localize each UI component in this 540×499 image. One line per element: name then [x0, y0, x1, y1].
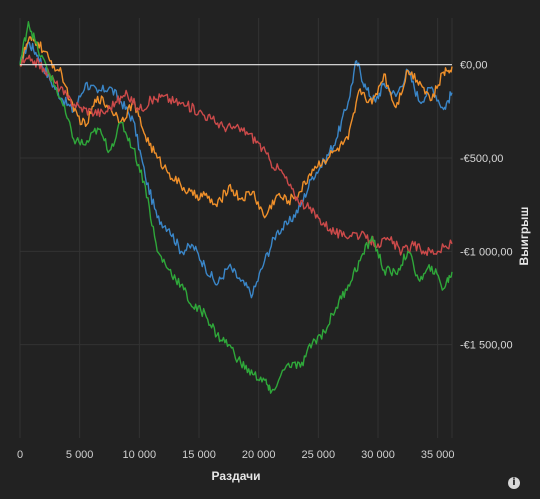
- x-tick-label: 35 000: [421, 449, 455, 461]
- series-group: [19, 21, 453, 394]
- series-line: [19, 41, 453, 299]
- series-line: [19, 21, 453, 394]
- tick-labels: 0 5 000 10 000 15 000 20 000 25 000 30 000 35 0…: [17, 60, 513, 461]
- x-tick-label: 25 000: [302, 449, 336, 461]
- x-tick-label: 20 000: [242, 449, 276, 461]
- y-axis-title: Выигрыш: [517, 207, 531, 266]
- x-tick-label: 30 000: [361, 449, 395, 461]
- y-tick-label: -€500,00: [460, 153, 503, 165]
- x-tick-label: 15 000: [182, 449, 216, 461]
- grid: [19, 18, 453, 438]
- y-tick-label: €0,00: [460, 60, 488, 72]
- y-tick-label: -€1 000,00: [460, 246, 513, 258]
- series-line: [19, 35, 453, 219]
- y-tick-label: -€1 500,00: [460, 340, 513, 352]
- x-tick-label: 10 000: [123, 449, 157, 461]
- info-icon[interactable]: i: [508, 477, 520, 489]
- x-tick-label: 0: [17, 449, 23, 461]
- x-axis-title: Раздачи: [212, 469, 261, 483]
- x-tick-label: 5 000: [66, 449, 94, 461]
- series-line: [19, 54, 453, 257]
